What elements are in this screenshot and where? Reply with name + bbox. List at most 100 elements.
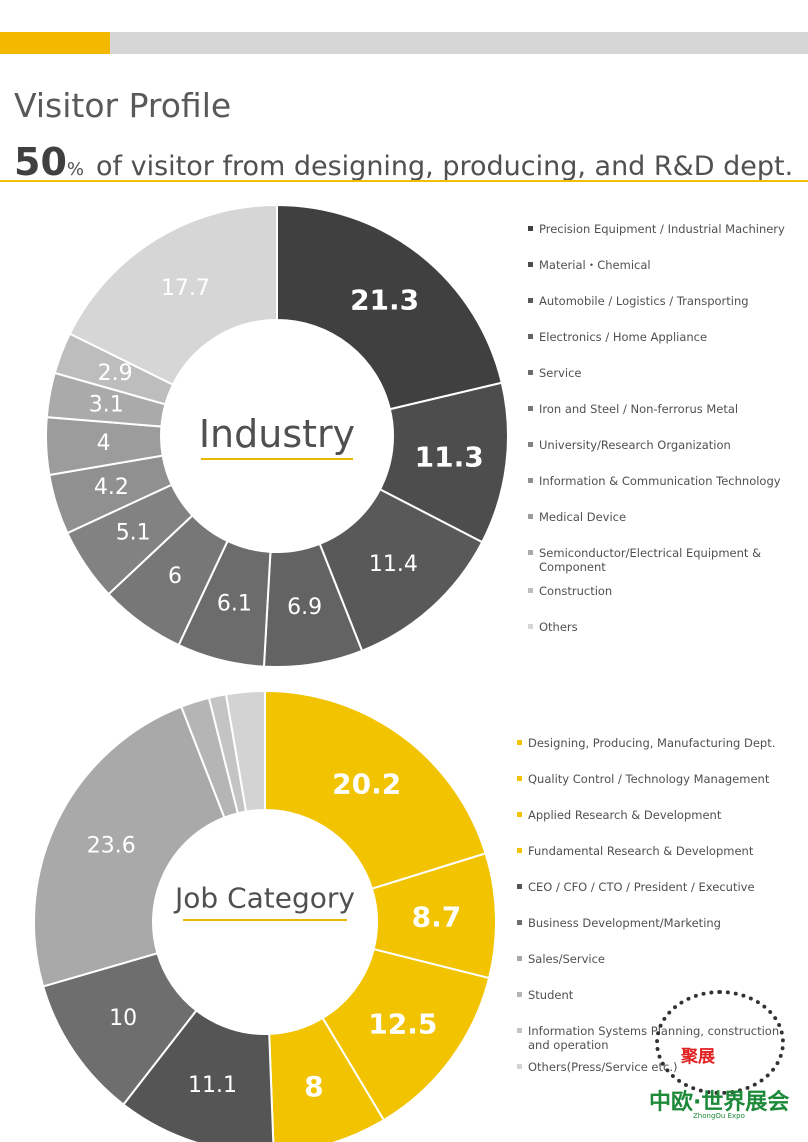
legend-item: Electronics / Home Appliance <box>528 330 804 344</box>
slice-value-label: 11.1 <box>188 1073 237 1098</box>
legend-item: Semiconductor/Electrical Equipment & Com… <box>528 546 804 574</box>
slice-value-label: 11.4 <box>369 552 418 577</box>
legend-swatch <box>517 1064 522 1069</box>
legend-item: Business Development/Marketing <box>517 916 793 930</box>
legend-swatch <box>528 550 533 555</box>
legend-swatch <box>517 776 522 781</box>
slice-value-label: 6 <box>168 564 182 589</box>
donut-center-label: Industry <box>199 412 355 456</box>
legend-label: University/Research Organization <box>539 438 731 452</box>
legend-item: Applied Research & Development <box>517 808 793 822</box>
headline-text: of visitor from designing, producing, an… <box>96 151 794 182</box>
watermark-sub: ZhongOu Expo <box>693 1112 745 1120</box>
legend-label: Construction <box>539 584 613 598</box>
legend-item: Automobile / Logistics / Transporting <box>528 294 804 308</box>
slice-value-label: 17.7 <box>161 276 210 301</box>
legend-label: Fundamental Research & Development <box>528 844 754 858</box>
donut-slice <box>276 203 503 411</box>
legend-label: Others <box>539 620 578 634</box>
slice-value-label: 8.7 <box>412 901 462 934</box>
legend-item: Precision Equipment / Industrial Machine… <box>528 222 804 236</box>
legend-item: Others(Press/Service etc.) <box>517 1060 793 1074</box>
legend-label: Quality Control / Technology Management <box>528 772 770 786</box>
donut-slice <box>264 689 487 890</box>
expo-watermark-logo: 聚展 中欧·世界展会 ZhongOu Expo <box>645 990 805 1140</box>
legend-item: CEO / CFO / CTO / President / Executive <box>517 880 793 894</box>
slice-value-label: 10 <box>109 1006 137 1031</box>
legend-item: University/Research Organization <box>528 438 804 452</box>
headline-percent: % <box>66 159 84 180</box>
legend-swatch <box>528 514 533 519</box>
slice-value-label: 8 <box>304 1070 323 1103</box>
donut-slice <box>68 203 278 386</box>
headline-underline <box>0 180 808 182</box>
legend-item: Iron and Steel / Non-ferrorus Metal <box>528 402 804 416</box>
headline: 50% of visitor from designing, producing,… <box>14 140 793 184</box>
legend-label: Student <box>528 988 574 1002</box>
legend-item: Construction <box>528 584 804 598</box>
slice-value-label: 12.5 <box>368 1008 437 1041</box>
legend-label: Applied Research & Development <box>528 808 722 822</box>
legend-label: Others(Press/Service etc.) <box>528 1060 678 1074</box>
legend-item: Service <box>528 366 804 380</box>
slice-value-label: 4.2 <box>94 475 129 500</box>
legend-swatch <box>528 370 533 375</box>
slice-value-label: 21.3 <box>350 283 419 316</box>
legend-swatch <box>528 624 533 629</box>
legend-swatch <box>517 956 522 961</box>
legend-swatch <box>517 848 522 853</box>
legend-label: CEO / CFO / CTO / President / Executive <box>528 880 755 894</box>
legend-label: Material・Chemical <box>539 258 651 272</box>
legend-item: Quality Control / Technology Management <box>517 772 793 786</box>
slice-value-label: 3.1 <box>89 393 124 418</box>
slice-value-label: 20.2 <box>332 767 401 800</box>
headline-number: 50 <box>14 140 67 184</box>
industry-donut-chart: 21.3 11.3 11.4 6.9 6.1 6 5.1 4.2 4 3.1 2.9 17.7 Indu… <box>45 203 509 668</box>
legend-swatch <box>517 884 522 889</box>
legend-item: Student <box>517 988 793 1002</box>
legend-swatch <box>528 478 533 483</box>
legend-label: Precision Equipment / Industrial Machine… <box>539 222 785 236</box>
legend-label: Service <box>539 366 582 380</box>
legend-label: Sales/Service <box>528 952 605 966</box>
legend-item: Designing, Producing, Manufacturing Dept… <box>517 736 793 750</box>
slice-value-label: 6.1 <box>217 592 252 617</box>
legend-item: Medical Device <box>528 510 804 524</box>
watermark-mid-text: 聚展 <box>681 1047 715 1067</box>
qr-code-icon <box>655 990 785 1095</box>
donut-slice <box>321 947 491 1122</box>
legend-swatch <box>517 1028 522 1033</box>
legend-swatch <box>528 262 533 267</box>
top-bar <box>0 32 808 54</box>
slice-value-label: 2.9 <box>98 361 133 386</box>
donut-slice <box>268 1016 386 1142</box>
legend-label: Designing, Producing, Manufacturing Dept… <box>528 736 776 750</box>
legend-swatch <box>528 406 533 411</box>
legend-label: Semiconductor/Electrical Equipment & Com… <box>539 546 762 574</box>
legend-label: Business Development/Marketing <box>528 916 721 930</box>
slice-value-label: 6.9 <box>287 595 322 620</box>
legend-item: Fundamental Research & Development <box>517 844 793 858</box>
legend-label: Medical Device <box>539 510 627 524</box>
legend-item: Material・Chemical <box>528 258 804 272</box>
legend-swatch <box>528 442 533 447</box>
legend-swatch <box>517 992 522 997</box>
legend-swatch <box>528 226 533 231</box>
legend-label: Iron and Steel / Non-ferrorus Metal <box>539 402 739 416</box>
legend-item: Information & Communication Technology <box>528 474 804 488</box>
legend-swatch <box>528 588 533 593</box>
legend-swatch <box>528 334 533 339</box>
donut-slice <box>33 705 226 988</box>
slice-value-label: 23.6 <box>87 834 136 859</box>
donut-slice <box>224 689 266 813</box>
page-title: Visitor Profile <box>14 86 232 125</box>
legend-label: Automobile / Logistics / Transporting <box>539 294 749 308</box>
legend-item: Sales/Service <box>517 952 793 966</box>
job-category-donut-chart: 20.2 8.7 12.5 8 11.1 10 23.6 Job Category <box>33 689 497 1142</box>
legend-label: Electronics / Home Appliance <box>539 330 708 344</box>
legend-item: Others <box>528 620 804 634</box>
slice-value-label: 4 <box>97 431 111 456</box>
slice-value-label: 5.1 <box>116 521 151 546</box>
legend-swatch <box>517 812 522 817</box>
legend-swatch <box>517 920 522 925</box>
